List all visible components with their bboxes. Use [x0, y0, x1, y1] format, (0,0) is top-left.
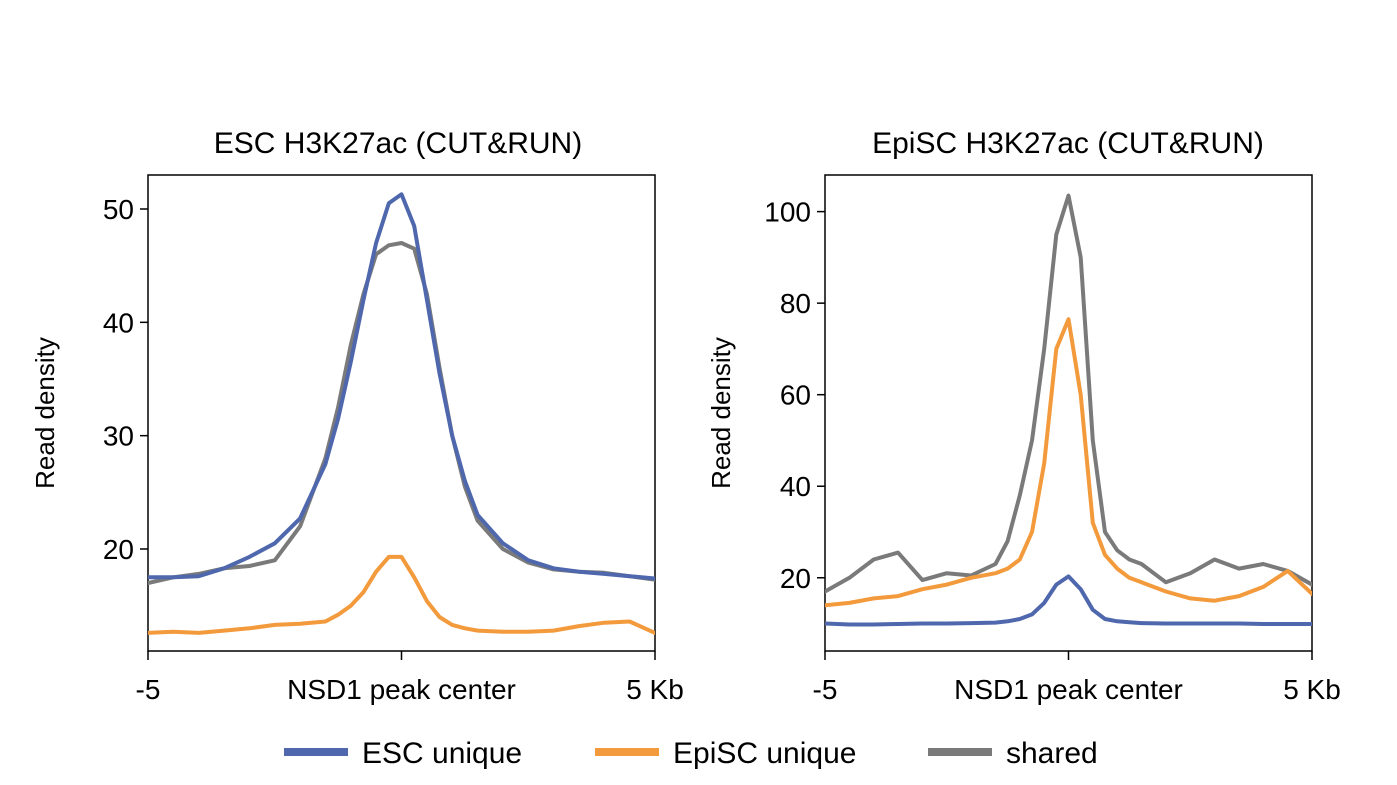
- esc-h3k27ac-panel: ESC H3K27ac (CUT&RUN) Read density 20 30 40 5…: [30, 127, 684, 705]
- y-tick-label: 50: [103, 194, 134, 225]
- series-line-esc: [825, 574, 1312, 627]
- y-tick-label: 80: [780, 288, 811, 319]
- y-tick-label: 60: [780, 380, 811, 411]
- x-tick-label: NSD1 peak center: [287, 674, 516, 705]
- y-axis-label: Read density: [706, 337, 736, 489]
- chart-title: ESC H3K27ac (CUT&RUN): [214, 127, 582, 160]
- y-tick-label: 30: [103, 421, 134, 452]
- y-tick-label: 20: [103, 534, 134, 565]
- x-tick-label: NSD1 peak center: [954, 674, 1183, 705]
- y-tick-label: 20: [780, 563, 811, 594]
- plot-frame: [147, 174, 656, 652]
- plot-frame: [824, 174, 1313, 652]
- y-axis-label: Read density: [30, 337, 60, 489]
- y-tick-label: 100: [764, 197, 811, 228]
- x-tick-label: 5 Kb: [626, 674, 684, 705]
- legend: ESC unique EpiSC unique shared: [284, 737, 1098, 770]
- legend-label-esc: ESC unique: [362, 737, 522, 770]
- legend-label-episc: EpiSC unique: [673, 737, 856, 770]
- episc-h3k27ac-panel: EpiSC H3K27ac (CUT&RUN) Read density 20 40 6…: [706, 127, 1341, 705]
- x-tick-label: 5 Kb: [1283, 674, 1341, 705]
- y-tick-label: 40: [103, 307, 134, 338]
- chart-title: EpiSC H3K27ac (CUT&RUN): [872, 127, 1264, 160]
- series-line-esc: [148, 192, 655, 581]
- series-line-shared: [148, 241, 655, 585]
- series-line-episc: [148, 554, 655, 635]
- legend-label-shared: shared: [1006, 737, 1098, 770]
- series-line-shared: [825, 193, 1312, 594]
- y-tick-label: 40: [780, 471, 811, 502]
- x-tick-label: -5: [136, 674, 161, 705]
- series-line-episc: [825, 317, 1312, 608]
- x-tick-label: -5: [813, 674, 838, 705]
